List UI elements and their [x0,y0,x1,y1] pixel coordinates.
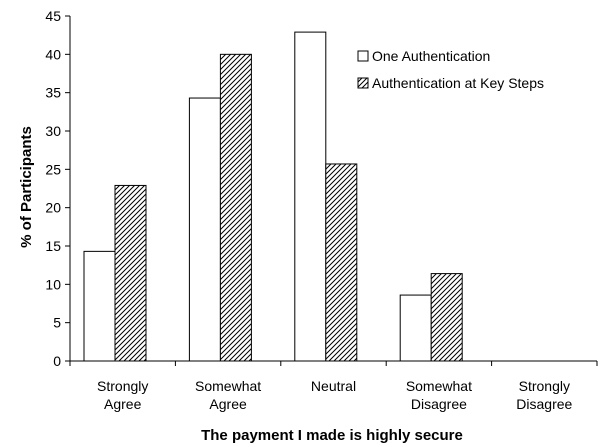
legend-label: Authentication at Key Steps [372,75,544,91]
legend-swatch [357,77,369,89]
bar-one-authentication [399,294,432,362]
x-axis-title: The payment I made is highly secure [201,427,463,444]
bar-key-steps [325,163,358,362]
y-tick-label: 40 [45,46,61,62]
legend: One Authentication Authentication at Key … [357,48,544,91]
bar-one-authentication [83,250,116,362]
x-tick-label: Strongly Disagree [516,378,572,412]
y-tick-label: 45 [45,8,61,24]
bar-key-steps [219,53,252,362]
bar-key-steps [430,273,463,362]
y-tick-label: 35 [45,85,61,101]
x-tick-label: Neutral [311,378,356,394]
x-tick-label: Strongly Agree [97,378,148,412]
y-tick-label: 0 [53,353,61,369]
y-tick-label: 10 [45,276,61,292]
x-tick-label: Somewhat Disagree [406,378,472,412]
x-tick-label: Somewhat Agree [195,378,261,412]
y-tick-label: 15 [45,238,61,254]
legend-swatch [357,50,369,62]
plot-area: 0 5 10 15 20 25 30 35 40 45 Strongly Agree Somewhat A… [45,8,598,412]
y-tick-label: 30 [45,123,61,139]
bar-one-authentication [294,31,327,362]
y-tick-label: 20 [45,200,61,216]
y-tick-label: 5 [53,315,61,331]
bar-key-steps [114,184,147,362]
bar-one-authentication [188,97,221,362]
legend-label: One Authentication [372,48,490,64]
y-tick-label: 25 [45,161,61,177]
y-axis-title: % of Participants [18,126,35,248]
